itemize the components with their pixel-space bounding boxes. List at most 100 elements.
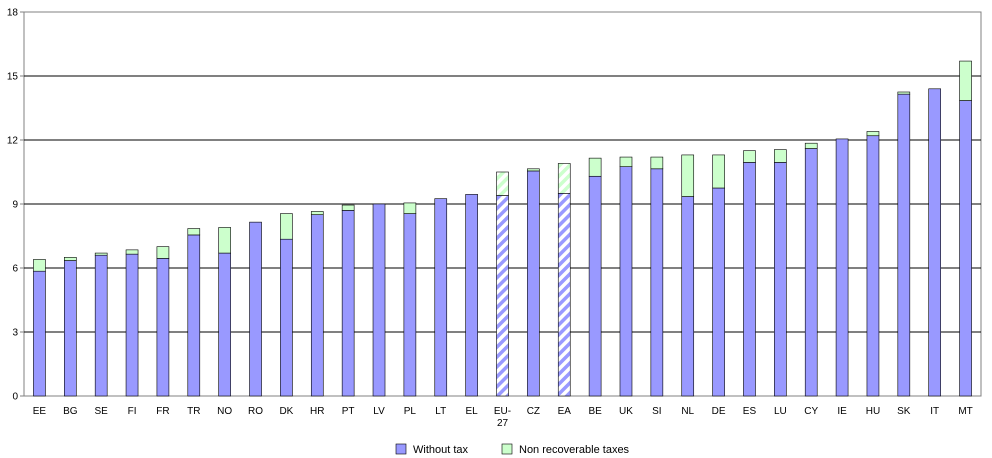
bar-non-recoverable-taxes-hr bbox=[310, 211, 324, 215]
bar-non-recoverable-taxes-lu bbox=[774, 149, 787, 163]
x-tick-label: LT bbox=[435, 406, 446, 417]
bar-non-recoverable-taxes-es bbox=[743, 150, 756, 163]
x-tick-label: DE bbox=[712, 406, 726, 417]
bar-non-recoverable-taxes-no bbox=[218, 227, 231, 254]
bar-without-tax-fr bbox=[156, 258, 170, 397]
x-tick-label: FI bbox=[128, 406, 137, 417]
bar-without-tax-el bbox=[465, 194, 478, 397]
x-tick-label: HU bbox=[866, 406, 880, 417]
x-tick-label: EE bbox=[33, 406, 47, 417]
bar-non-recoverable-taxes-de bbox=[712, 154, 725, 189]
bar-without-tax-mt bbox=[959, 100, 972, 397]
bar-non-recoverable-taxes-si bbox=[650, 156, 664, 170]
x-tick-label: LU bbox=[774, 406, 787, 417]
bar-without-tax-no bbox=[218, 252, 231, 397]
bar-non-recoverable-taxes-hu bbox=[866, 131, 880, 137]
bar-non-recoverable-taxes-cy bbox=[804, 142, 818, 149]
bar-non-recoverable-taxes-fr bbox=[156, 246, 170, 259]
bar-without-tax-cz bbox=[527, 170, 540, 397]
bar-without-tax-ie bbox=[835, 138, 849, 397]
bars bbox=[33, 60, 972, 397]
x-tick-label: ES bbox=[743, 406, 757, 417]
bar-non-recoverable-taxes-nl bbox=[681, 154, 695, 197]
bar-without-tax-si bbox=[650, 168, 664, 397]
x-tick-label: DK bbox=[279, 406, 293, 417]
x-tick-label: SK bbox=[897, 406, 911, 417]
bar-without-tax-lt bbox=[434, 198, 448, 397]
x-tick-label: BG bbox=[63, 406, 78, 417]
x-tick-label: EU-27 bbox=[494, 406, 511, 429]
x-tick-label: PT bbox=[342, 406, 355, 417]
bar-non-recoverable-taxes-be bbox=[588, 157, 602, 177]
bar-without-tax-nl bbox=[681, 196, 695, 397]
bar-non-recoverable-taxes-tr bbox=[187, 228, 201, 236]
bar-non-recoverable-taxes-eu-27 bbox=[496, 171, 509, 196]
x-tick-label: EA bbox=[558, 406, 572, 417]
bar-without-tax-uk bbox=[619, 166, 633, 397]
legend-label-without-tax: Without tax bbox=[413, 444, 469, 456]
x-tick-label: EL bbox=[466, 406, 479, 417]
bar-non-recoverable-taxes-ea bbox=[557, 163, 571, 194]
x-tick-label: IE bbox=[837, 406, 847, 417]
bar-without-tax-hu bbox=[866, 135, 880, 397]
bar-without-tax-it bbox=[928, 88, 941, 397]
bar-without-tax-dk bbox=[280, 238, 293, 397]
bar-without-tax-pl bbox=[403, 213, 417, 397]
x-tick-label: UK bbox=[619, 406, 633, 417]
bar-without-tax-lu bbox=[774, 162, 787, 397]
x-tick-label: MT bbox=[958, 406, 972, 417]
bar-without-tax-ea bbox=[557, 193, 571, 397]
bar-without-tax-ro bbox=[249, 221, 262, 397]
bar-without-tax-hr bbox=[310, 214, 324, 397]
legend-label-non-recoverable-taxes: Non recoverable taxes bbox=[519, 444, 630, 456]
x-axis: EE BG SE FI FR TR NO RO DK HR PT LV PL LT EL EU-27 CZ EA B… bbox=[33, 406, 973, 429]
x-tick-label: LV bbox=[373, 406, 385, 417]
bar-non-recoverable-taxes-sk bbox=[897, 91, 911, 95]
bar-without-tax-sk bbox=[897, 93, 911, 397]
bar-non-recoverable-taxes-pt bbox=[341, 204, 355, 211]
bar-non-recoverable-taxes-ee bbox=[33, 259, 46, 272]
legend-swatch-non-recoverable-taxes bbox=[501, 443, 513, 455]
y-tick-label: 12 bbox=[7, 136, 19, 147]
legend-swatch-without-tax bbox=[395, 443, 407, 455]
y-tick-label: 15 bbox=[7, 72, 19, 83]
bar-non-recoverable-taxes-pl bbox=[403, 202, 417, 214]
bar-without-tax-tr bbox=[187, 234, 201, 397]
bar-without-tax-pt bbox=[341, 210, 355, 397]
bar-without-tax-fi bbox=[125, 253, 139, 397]
bar-non-recoverable-taxes-uk bbox=[619, 156, 633, 167]
bar-without-tax-be bbox=[588, 175, 602, 397]
x-tick-label: SI bbox=[652, 406, 661, 417]
x-tick-label: TR bbox=[187, 406, 200, 417]
y-tick-label: 3 bbox=[12, 328, 18, 339]
bar-non-recoverable-taxes-bg bbox=[64, 257, 77, 261]
x-tick-label: FR bbox=[156, 406, 169, 417]
y-tick-label: 9 bbox=[12, 200, 18, 211]
bar-non-recoverable-taxes-dk bbox=[280, 213, 293, 240]
bar-without-tax-de bbox=[712, 187, 725, 397]
x-tick-label: CZ bbox=[527, 406, 540, 417]
y-axis: 0 3 6 9 12 15 18 bbox=[7, 8, 24, 403]
x-tick-label: NO bbox=[217, 406, 232, 417]
bar-non-recoverable-taxes-fi bbox=[125, 249, 139, 255]
bar-non-recoverable-taxes-cz bbox=[527, 168, 540, 172]
bar-without-tax-cy bbox=[804, 148, 818, 397]
x-tick-label: HR bbox=[310, 406, 324, 417]
bar-without-tax-ee bbox=[33, 270, 46, 397]
bar-without-tax-bg bbox=[64, 260, 77, 397]
x-tick-label: NL bbox=[681, 406, 694, 417]
x-tick-label: IT bbox=[930, 406, 939, 417]
bar-without-tax-es bbox=[743, 162, 756, 397]
x-tick-label: RO bbox=[248, 406, 263, 417]
legend: Without tax Non recoverable taxes bbox=[395, 443, 630, 456]
x-tick-label: CY bbox=[804, 406, 818, 417]
x-tick-label: SE bbox=[95, 406, 109, 417]
x-tick-label: BE bbox=[588, 406, 602, 417]
y-tick-label: 6 bbox=[12, 264, 18, 275]
bar-without-tax-lv bbox=[372, 203, 386, 397]
y-tick-label: 18 bbox=[7, 8, 19, 19]
bar-without-tax-se bbox=[94, 254, 108, 397]
bar-without-tax-eu-27 bbox=[496, 195, 509, 397]
y-tick-label: 0 bbox=[12, 392, 18, 403]
